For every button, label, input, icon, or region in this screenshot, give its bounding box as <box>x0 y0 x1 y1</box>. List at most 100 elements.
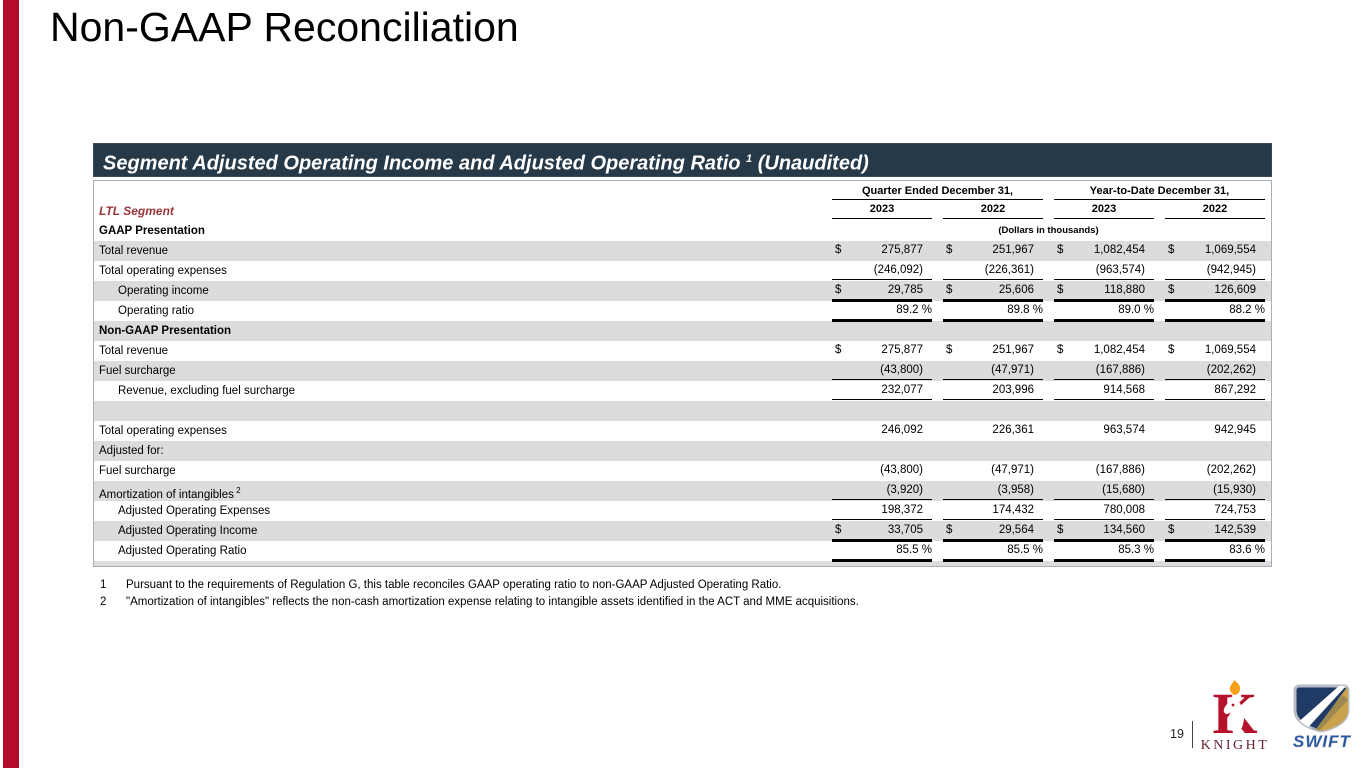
cell-value: (246,092) <box>832 262 932 280</box>
cell-value: (202,262) <box>1165 362 1265 380</box>
swift-logo-icon: SWIFT <box>1293 684 1351 750</box>
dollar-sign: $ <box>835 344 842 356</box>
column-group-header-row: Quarter Ended December 31, Year-to-Date … <box>94 181 1271 201</box>
knight-logo-text: KNIGHT <box>1201 738 1270 751</box>
cell-value: $142,539 <box>1165 522 1265 540</box>
cell-value: 83.6 % <box>1165 542 1265 560</box>
year-column-header: 2022 <box>943 202 1043 219</box>
row-label: Adjusted Operating Ratio <box>118 545 247 557</box>
table-row: Total operating expenses (246,092) (226,36… <box>94 261 1271 281</box>
row-label: Adjusted Operating Income <box>118 525 258 537</box>
row-label: Adjusted for: <box>99 445 164 457</box>
cell-value: $275,877 <box>832 242 932 259</box>
gaap-presentation-row: GAAP Presentation (Dollars in thousands) <box>94 221 1271 241</box>
table-row: Adjusted for: <box>94 441 1271 461</box>
cell-value: $1,082,454 <box>1054 342 1154 359</box>
table-title-suffix: (Unaudited) <box>757 152 869 175</box>
page-number: 19 <box>1170 727 1184 741</box>
row-label: Revenue, excluding fuel surcharge <box>118 385 296 397</box>
dollar-sign: $ <box>1168 284 1175 296</box>
dollar-sign: $ <box>946 524 953 536</box>
cell-value: (43,800) <box>880 464 923 476</box>
table-row: Amortization of intangibles 2 (3,920) (3,9… <box>94 481 1271 501</box>
table-row: Total revenue $275,877 $251,967 $1,082,454 $… <box>94 341 1271 361</box>
dollar-sign: $ <box>1168 244 1175 256</box>
left-accent-bar <box>3 0 19 768</box>
dollar-sign: $ <box>1057 284 1064 296</box>
table-row <box>94 401 1271 421</box>
dollar-sign: $ <box>835 524 842 536</box>
table-title-text: Segment Adjusted Operating Income and Ad… <box>103 152 741 175</box>
column-group-ytd: Year-to-Date December 31, <box>1054 183 1265 200</box>
cell-value: $1,069,554 <box>1165 242 1265 259</box>
table-row: Operating ratio 89.2 % 89.8 % 89.0 % 88.2 % <box>94 301 1271 321</box>
cell-value: 85.5 % <box>943 542 1043 560</box>
footnote-number: 2 <box>100 595 107 608</box>
cell-value: $29,785 <box>832 282 932 300</box>
cell-value: 724,753 <box>1165 502 1265 520</box>
cell-value: (963,574) <box>1054 262 1154 280</box>
dollar-sign: $ <box>946 244 953 256</box>
dollar-sign: $ <box>1168 524 1175 536</box>
table-title-footnote-ref: 1 <box>746 153 753 165</box>
row-label: Amortization of intangibles 2 <box>99 486 241 501</box>
row-label: Fuel surcharge <box>99 365 176 377</box>
dollar-sign: $ <box>1057 344 1064 356</box>
dollar-sign: $ <box>946 284 953 296</box>
dollar-sign: $ <box>835 244 842 256</box>
cell-value: (47,971) <box>943 362 1043 380</box>
table-row: Fuel surcharge (43,800) (47,971) (167,886) (… <box>94 461 1271 481</box>
table-row: Adjusted Operating Income $33,705 $29,564 $… <box>94 521 1271 541</box>
footer-separator <box>1192 721 1193 748</box>
cell-value: 88.2 % <box>1165 302 1265 320</box>
slide-title: Non-GAAP Reconciliation <box>50 4 519 50</box>
cell-value: 867,292 <box>1165 382 1265 400</box>
gaap-presentation-label: GAAP Presentation <box>99 225 205 237</box>
row-label: Non-GAAP Presentation <box>99 325 232 337</box>
year-column-header: 2022 <box>1165 202 1265 219</box>
table-row: Operating income $29,785 $25,606 $118,880 $1… <box>94 281 1271 301</box>
cell-value: 89.2 % <box>832 302 932 320</box>
row-label: Operating income <box>118 285 209 297</box>
cell-value: $126,609 <box>1165 282 1265 300</box>
cell-value: $29,564 <box>943 522 1043 540</box>
table-row: Total operating expenses 246,092 226,361 96… <box>94 421 1271 441</box>
cell-value: (47,971) <box>991 464 1034 476</box>
cell-value: 942,945 <box>1214 424 1256 436</box>
cell-value: $251,967 <box>943 342 1043 359</box>
cell-value: (226,361) <box>943 262 1043 280</box>
row-label: Fuel surcharge <box>99 465 176 477</box>
dollar-sign: $ <box>1057 524 1064 536</box>
dollar-sign: $ <box>1168 344 1175 356</box>
cell-value: 914,568 <box>1054 382 1154 400</box>
footnote-text: "Amortization of intangibles" reflects t… <box>126 595 859 608</box>
cell-value: $25,606 <box>943 282 1043 300</box>
dollar-sign: $ <box>1057 244 1064 256</box>
segment-label: LTL Segment <box>99 204 174 218</box>
row-label: Adjusted Operating Expenses <box>118 505 271 517</box>
column-group-quarter: Quarter Ended December 31, <box>832 183 1043 200</box>
cell-value: (942,945) <box>1165 262 1265 280</box>
footnote: 2 "Amortization of intangibles" reflects … <box>100 594 859 611</box>
row-label: Total operating expenses <box>99 425 227 437</box>
cell-value: 203,996 <box>943 382 1043 400</box>
year-column-header: 2023 <box>832 202 932 219</box>
cell-value: 232,077 <box>832 382 932 400</box>
swift-logo-text: SWIFT <box>1293 732 1351 750</box>
footnotes: 1 Pursuant to the requirements of Regulat… <box>100 577 859 610</box>
cell-value: 174,432 <box>943 502 1043 520</box>
footnote-number: 1 <box>100 579 107 591</box>
cell-value: $134,560 <box>1054 522 1154 540</box>
year-header-row: LTL Segment 2023 2022 2023 2022 <box>94 201 1271 221</box>
table-body: Quarter Ended December 31, Year-to-Date … <box>93 180 1272 567</box>
cell-value: 226,361 <box>992 424 1034 436</box>
cell-value: (202,262) <box>1206 464 1256 476</box>
cell-value: 963,574 <box>1103 424 1145 436</box>
cell-value: (15,680) <box>1054 482 1154 500</box>
cell-value: 246,092 <box>881 424 923 436</box>
cell-value: $118,880 <box>1054 282 1154 300</box>
cell-value: $33,705 <box>832 522 932 540</box>
row-label: Operating ratio <box>118 305 195 317</box>
cell-value: (167,886) <box>1095 464 1145 476</box>
